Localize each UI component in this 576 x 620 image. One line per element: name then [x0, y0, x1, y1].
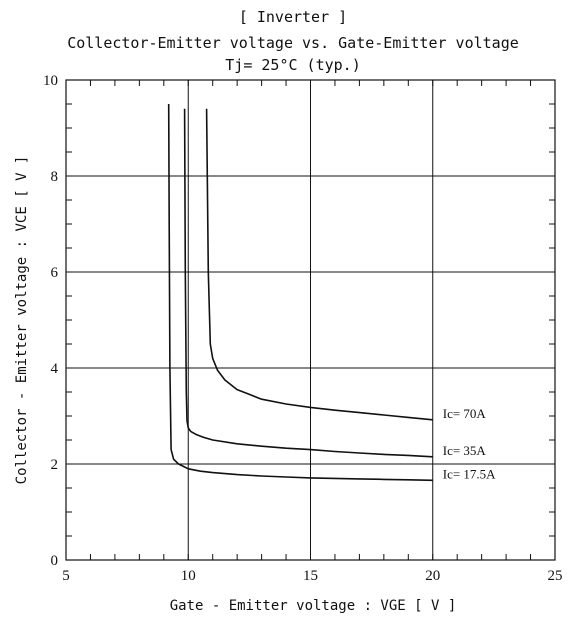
y-tick-label: 0 — [51, 553, 59, 569]
chart-title-line-3: Tj= 25°C (typ.) — [225, 56, 360, 74]
x-axis-label: Gate - Emitter voltage : VGE [ V ] — [170, 598, 457, 614]
series-line-0 — [205, 108, 433, 421]
x-tick-labels: 5 10 15 20 25 — [62, 568, 562, 584]
y-tick-label: 8 — [51, 169, 59, 185]
chart-title-line-1: [ Inverter ] — [239, 8, 347, 26]
series-line-2 — [167, 103, 433, 482]
y-tick-label: 4 — [51, 361, 59, 377]
x-tick-label: 10 — [181, 568, 196, 584]
x-tick-label: 15 — [303, 568, 318, 584]
chart-title-line-2: Collector-Emitter voltage vs. Gate-Emitt… — [67, 34, 519, 52]
y-tick-label: 6 — [51, 265, 59, 281]
x-tick-label: 25 — [548, 568, 563, 584]
series-label-2: Ic= 17.5A — [443, 466, 496, 481]
x-tick-label: 20 — [425, 568, 440, 584]
series-line-1 — [183, 108, 433, 458]
series-label-0: Ic= 70A — [443, 406, 487, 421]
y-axis-label: Collector - Emitter voltage : VCE [ V ] — [14, 156, 30, 485]
series-layer — [167, 103, 433, 482]
y-tick-label: 10 — [43, 73, 58, 89]
grid — [66, 80, 555, 560]
series-labels: Ic= 70A Ic= 35A Ic= 17.5A — [443, 406, 496, 481]
y-tick-label: 2 — [51, 457, 59, 473]
series-label-1: Ic= 35A — [443, 443, 487, 458]
x-tick-label: 5 — [62, 568, 70, 584]
y-tick-labels: 0 2 4 6 8 10 — [43, 73, 59, 569]
minor-ticks — [66, 80, 555, 560]
